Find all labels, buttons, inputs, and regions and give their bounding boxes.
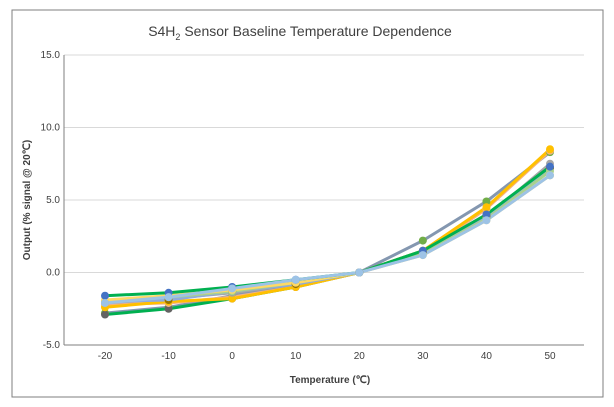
data-point-4 <box>546 145 554 154</box>
x-tick-label: 10 <box>290 351 302 362</box>
x-tick-label: 40 <box>481 351 493 362</box>
y-tick-label: 10.0 <box>41 123 61 134</box>
data-point-4 <box>228 294 237 303</box>
data-point-1 <box>482 197 491 206</box>
x-tick-label: -20 <box>98 351 113 362</box>
x-tick-label: 30 <box>417 351 429 362</box>
data-point-10 <box>546 171 554 180</box>
data-point-9 <box>101 291 109 300</box>
chart-title: S4H2 Sensor Baseline Temperature Depende… <box>148 23 452 42</box>
data-point-10 <box>482 216 491 225</box>
y-tick-label: 5.0 <box>46 195 60 206</box>
y-axis-label: Output (% signal @ 20℃) <box>22 140 33 260</box>
data-point-10 <box>164 293 173 302</box>
data-point-1 <box>418 236 427 245</box>
x-tick-label: 50 <box>544 351 556 362</box>
data-point-9 <box>546 162 554 171</box>
data-point-2 <box>164 304 173 313</box>
chart-border <box>11 9 604 398</box>
series-line-10 <box>104 174 551 305</box>
data-point-10 <box>101 298 109 307</box>
x-tick-label: -10 <box>161 351 176 362</box>
y-tick-label: 15.0 <box>41 50 61 61</box>
y-tick-label: 0.0 <box>46 268 60 279</box>
x-tick-label: 20 <box>354 351 366 362</box>
data-point-2 <box>101 310 109 319</box>
data-point-9 <box>482 210 491 219</box>
data-point-10 <box>418 251 427 260</box>
x-axis-label: Temperature (℃) <box>290 375 371 386</box>
data-point-10 <box>355 268 364 277</box>
y-tick-label: -5.0 <box>43 340 61 351</box>
data-point-10 <box>291 275 300 284</box>
data-point-4 <box>482 203 491 212</box>
x-tick-label: 0 <box>229 351 235 362</box>
data-point-10 <box>228 284 237 293</box>
